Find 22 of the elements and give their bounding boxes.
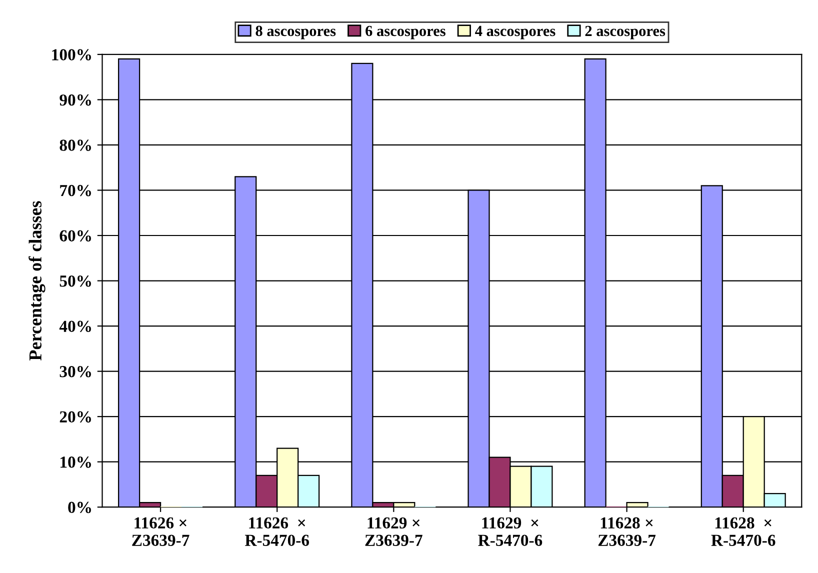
y-tick-label: 60% xyxy=(60,230,91,242)
y-axis-title: Percentage of classes xyxy=(28,201,46,361)
y-tick-label: 90% xyxy=(60,94,91,106)
legend-label: 8 ascospores xyxy=(256,26,336,40)
legend-label: 6 ascospores xyxy=(366,26,446,40)
legend-label: 2 ascospores xyxy=(585,26,666,40)
y-tick-label: 100% xyxy=(52,49,91,60)
x-tick-label: 11629 × Z3639-7 xyxy=(365,517,422,546)
legend-label: 4 ascospores xyxy=(475,26,556,40)
y-tick-label: 50% xyxy=(60,275,91,287)
x-tick-label: 11629 × R-5470-6 xyxy=(478,517,542,546)
x-tick-label: 11626 × R-5470-6 xyxy=(244,517,310,546)
x-tick-label: 11628 × Z3639-7 xyxy=(598,517,656,546)
y-tick-label: 10% xyxy=(60,456,91,468)
x-tick-label: 11628 × R-5470-6 xyxy=(711,517,776,546)
y-tick-label: 30% xyxy=(60,366,91,378)
y-tick-label: 20% xyxy=(60,411,91,423)
y-tick-label: 0% xyxy=(68,502,91,514)
x-tick-label: 11626 × Z3639-7 xyxy=(132,517,190,546)
y-tick-label: 40% xyxy=(59,320,91,332)
y-tick-label: 80% xyxy=(60,140,91,151)
y-tick-label: 70% xyxy=(60,184,91,196)
